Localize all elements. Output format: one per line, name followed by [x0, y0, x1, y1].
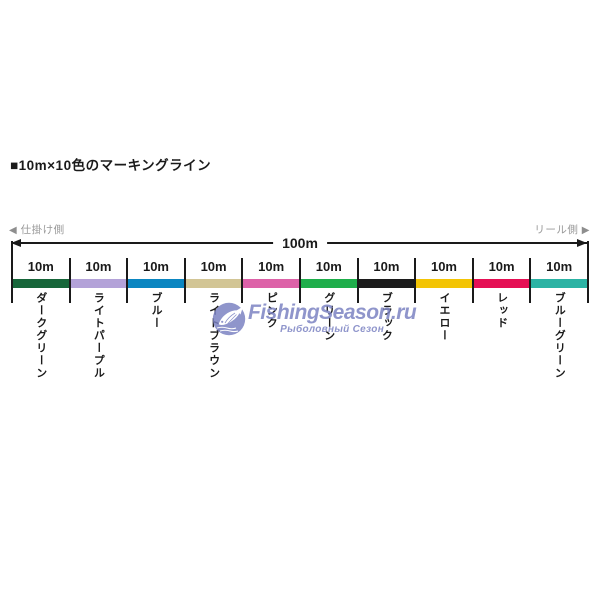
segment-length-label: 10m	[142, 259, 169, 274]
tackle-side-text: 仕掛け側	[20, 224, 65, 236]
segment-color-bar	[127, 279, 185, 288]
segment-boundary-line	[356, 258, 359, 303]
segment-color-name: ピンク	[265, 292, 278, 330]
segment-boundary-line	[68, 258, 71, 303]
segment-length-label: 10m	[258, 259, 285, 274]
segment-color-bar	[184, 279, 243, 288]
segment-color-name: レッド	[495, 292, 508, 330]
diagram-edge-line	[587, 241, 589, 303]
segment-boundary-line	[414, 258, 417, 303]
segment-color-name: グリーン	[322, 292, 335, 342]
watermark: FishingSeason.ru Рыболовный Сезон	[212, 301, 417, 336]
segment-color-bar	[300, 279, 358, 288]
left-triangle-icon: ◀	[9, 225, 18, 236]
segment-boundary-line	[241, 258, 244, 303]
diagram-edge-line	[11, 241, 13, 303]
segment-boundary-line	[529, 258, 532, 303]
watermark-subtitle: Рыболовный Сезон	[280, 324, 385, 335]
total-length-label: 100m	[273, 235, 327, 251]
segment-length-label: 10m	[488, 259, 515, 274]
segment-color-name: ブルーグリーン	[553, 292, 566, 380]
segment-length-label: 10m	[85, 259, 112, 274]
segment-color-bar	[472, 279, 531, 288]
segment-boundary-line	[299, 258, 301, 303]
page-title: ■10m×10色のマーキングライン	[10, 158, 212, 173]
segment-color-name: ダークグリーン	[34, 292, 47, 380]
segment-color-name: ライトパープル	[92, 292, 105, 380]
segment-color-name: ブラック	[380, 292, 393, 342]
fish-logo-icon	[212, 302, 246, 336]
segment-length-label: 10m	[546, 259, 573, 274]
arrowhead-left-icon	[11, 238, 21, 247]
arrowhead-right-icon	[577, 238, 587, 247]
reel-side-label: リール側 ▶	[534, 222, 590, 237]
right-triangle-icon: ▶	[581, 225, 590, 236]
segment-boundary-line	[471, 258, 474, 303]
segment-color-bar	[12, 279, 70, 288]
segment-length-label: 10m	[373, 259, 400, 274]
segment-boundary-line	[126, 258, 129, 303]
segment-length-label: 10m	[200, 259, 227, 274]
watermark-brand: FishingSeason.ru	[248, 301, 417, 324]
segment-color-bar	[69, 279, 128, 288]
segment-color-bar	[530, 279, 588, 288]
segment-color-bar	[242, 279, 300, 288]
watermark-texts: FishingSeason.ru Рыболовный Сезон	[248, 301, 417, 336]
segment-boundary-line	[183, 258, 186, 303]
segment-length-label: 10m	[315, 259, 342, 274]
tackle-side-label: ◀ 仕掛け側	[9, 222, 65, 237]
segment-length-label: 10m	[430, 259, 457, 274]
segment-color-name: イエロー	[437, 292, 450, 342]
reel-side-text: リール側	[534, 224, 579, 236]
segment-length-label: 10m	[27, 259, 54, 274]
segment-color-bar	[415, 279, 473, 288]
segment-color-name: ブルー	[149, 292, 162, 330]
segment-color-bar	[357, 279, 416, 288]
